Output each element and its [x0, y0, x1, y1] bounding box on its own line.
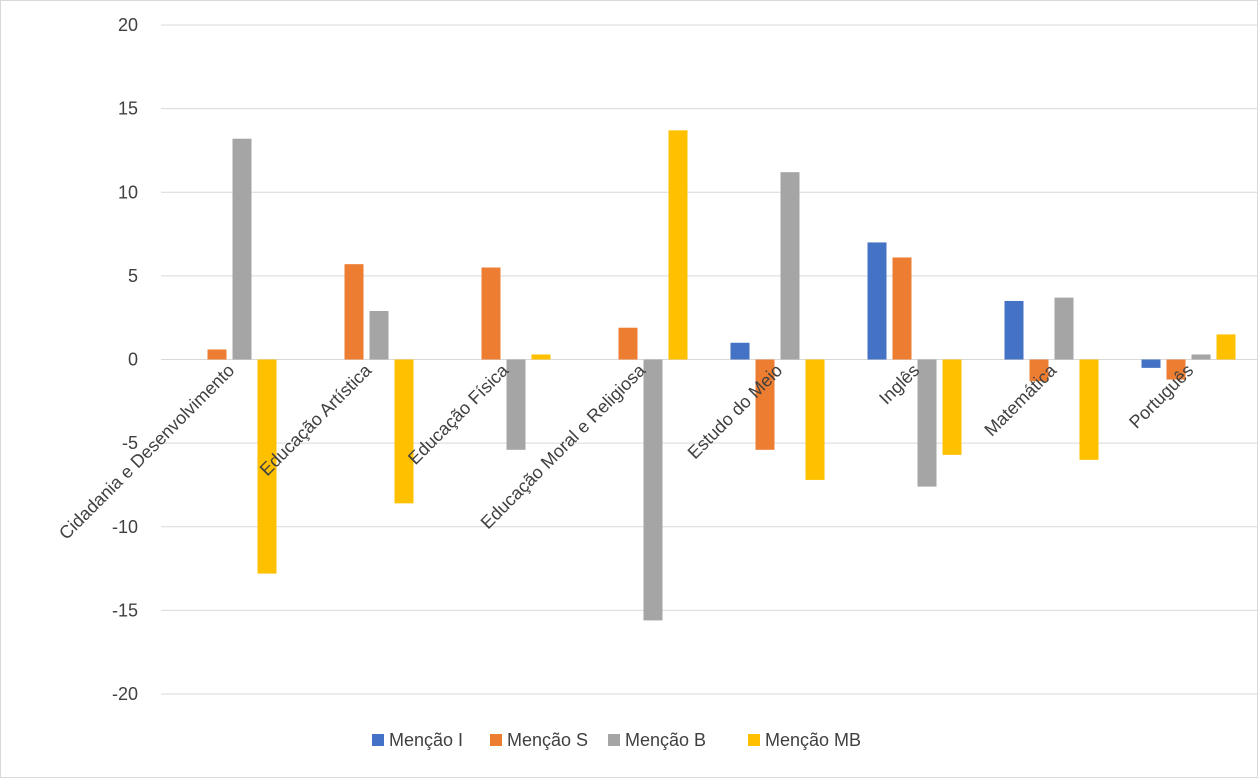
- y-tick-label: -15: [112, 600, 138, 620]
- bar: [344, 264, 364, 360]
- bar: [394, 359, 414, 504]
- y-tick-label: -10: [112, 517, 138, 537]
- y-tick-label: 0: [128, 350, 138, 370]
- legend-swatch: [608, 734, 620, 746]
- bar: [481, 267, 501, 360]
- legend-label: Menção S: [507, 730, 588, 750]
- bar: [730, 342, 750, 360]
- y-tick-label: 10: [118, 182, 138, 202]
- bar: [942, 359, 962, 455]
- y-tick-label: 15: [118, 99, 138, 119]
- bar: [1029, 359, 1049, 382]
- bar: [805, 359, 825, 480]
- legend-label: Menção I: [389, 730, 463, 750]
- bar: [780, 172, 800, 360]
- y-tick-label: 5: [128, 266, 138, 286]
- bar: [1166, 359, 1186, 380]
- x-tick-label: Matemática: [980, 359, 1061, 440]
- bar: [506, 359, 526, 450]
- bar: [1141, 359, 1161, 368]
- bar: [232, 138, 252, 360]
- bar: [531, 354, 551, 360]
- x-tick-label: Português: [1125, 360, 1197, 432]
- legend-label: Menção MB: [765, 730, 861, 750]
- bar: [618, 327, 638, 360]
- bar: [369, 310, 389, 360]
- bar: [867, 242, 887, 360]
- bar: [1004, 300, 1024, 360]
- bar: [1216, 334, 1236, 360]
- bar: [917, 359, 937, 487]
- bar: [1191, 354, 1211, 360]
- x-tick-label: Inglês: [875, 360, 923, 408]
- y-tick-label: -5: [122, 433, 138, 453]
- bar: [755, 359, 775, 450]
- x-tick-label: Educação Moral e Religiosa: [477, 359, 650, 532]
- y-tick-label: 20: [118, 15, 138, 35]
- bar: [1054, 297, 1074, 360]
- bar: [257, 359, 277, 574]
- bar: [207, 349, 227, 360]
- bar: [643, 359, 663, 621]
- bar: [668, 130, 688, 360]
- x-tick-label: Cidadania e Desenvolvimento: [55, 360, 238, 543]
- x-tick-label: Educação Física: [404, 359, 513, 468]
- legend-swatch: [748, 734, 760, 746]
- legend-swatch: [490, 734, 502, 746]
- y-tick-label: -20: [112, 684, 138, 704]
- legend-swatch: [372, 734, 384, 746]
- bar: [892, 257, 912, 360]
- bar: [1079, 359, 1099, 460]
- legend-label: Menção B: [625, 730, 706, 750]
